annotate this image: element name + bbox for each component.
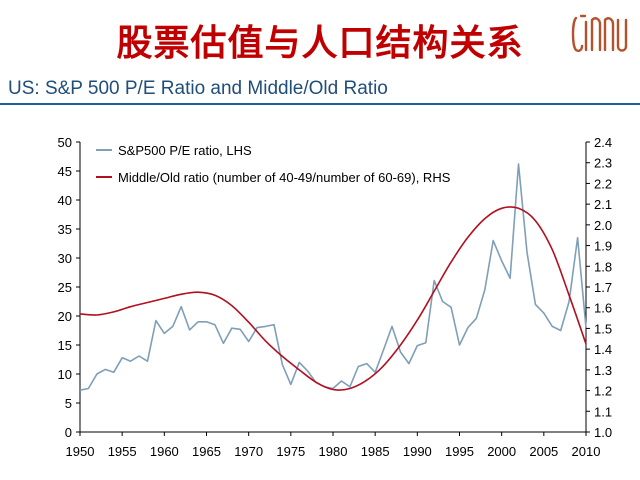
- chart-legend: S&P500 P/E ratio, LHS Middle/Old ratio (…: [96, 143, 451, 185]
- y-right-tick-label: 1.1: [594, 404, 612, 419]
- y-right-tick-label: 1.5: [594, 321, 612, 336]
- x-tick-label: 1965: [192, 444, 221, 459]
- y-right-tick-label: 2.1: [594, 197, 612, 212]
- chart-subtitle: US: S&P 500 P/E Ratio and Middle/Old Rat…: [8, 78, 388, 99]
- chart-series: [79, 163, 587, 391]
- y-left-tick-label: 0: [65, 425, 72, 440]
- x-tick-label: 2010: [572, 444, 601, 459]
- y-left-tick-label: 50: [58, 135, 72, 150]
- y-right-tick-label: 1.7: [594, 280, 612, 295]
- chart-axes: 1950 1955 1960 1965 1970 1975 1980 1985 1990 1995…: [58, 135, 613, 459]
- x-tick-label: 2000: [487, 444, 516, 459]
- page-title: 股票估值与人口结构关系: [116, 23, 524, 64]
- x-tick-label: 1950: [66, 444, 95, 459]
- y-right-tick-label: 1.4: [594, 342, 612, 357]
- series-line-middle-old-ratio: [79, 206, 587, 391]
- x-tick-label: 1980: [319, 444, 348, 459]
- x-tick-label: 1985: [361, 444, 390, 459]
- y-right-tick-label: 1.0: [594, 425, 612, 440]
- x-tick-label: 1955: [108, 444, 137, 459]
- y-right-tick-label: 2.3: [594, 156, 612, 171]
- x-tick-label: 2005: [529, 444, 558, 459]
- y-right-tick-label: 1.9: [594, 239, 612, 254]
- x-tick-label: 1975: [276, 444, 305, 459]
- y-left-tick-label: 35: [58, 222, 72, 237]
- y-left-tick-label: 15: [58, 338, 72, 353]
- legend-label-pe: S&P500 P/E ratio, LHS: [118, 143, 252, 158]
- y-right-tick-label: 1.8: [594, 259, 612, 274]
- y-left-tick-label: 10: [58, 367, 72, 382]
- header-divider: [0, 103, 640, 105]
- series-line-pe-ratio: [79, 163, 587, 391]
- y-left-tick-label: 45: [58, 164, 72, 179]
- y-left-tick-label: 20: [58, 309, 72, 324]
- y-right-tick-label: 2.4: [594, 135, 612, 150]
- x-tick-label: 1960: [150, 444, 179, 459]
- y-left-tick-label: 5: [65, 396, 72, 411]
- monogram-logo-icon: [571, 14, 628, 52]
- x-tick-label: 1995: [445, 444, 474, 459]
- y-right-tick-label: 1.2: [594, 384, 612, 399]
- y-right-tick-label: 1.6: [594, 301, 612, 316]
- legend-label-ratio: Middle/Old ratio (number of 40-49/number…: [118, 170, 451, 185]
- y-right-tick-label: 2.0: [594, 218, 612, 233]
- y-right-tick-label: 2.2: [594, 176, 612, 191]
- y-left-tick-label: 30: [58, 251, 72, 266]
- y-right-tick-label: 1.3: [594, 363, 612, 378]
- y-left-tick-label: 25: [58, 280, 72, 295]
- x-tick-label: 1970: [234, 444, 263, 459]
- y-left-tick-label: 40: [58, 193, 72, 208]
- x-tick-label: 1990: [403, 444, 432, 459]
